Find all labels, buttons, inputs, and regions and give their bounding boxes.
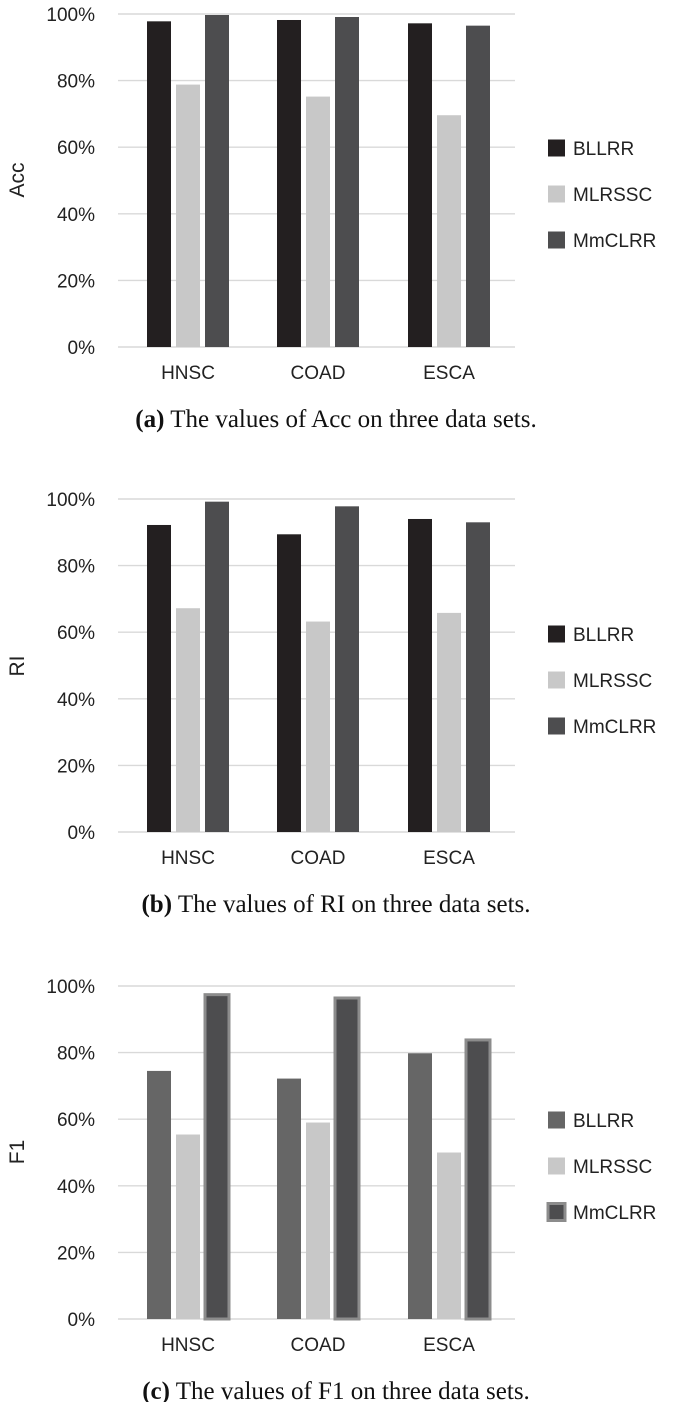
x-tick-label: HNSC [161, 363, 215, 384]
chart-2: 0% 20% 40% 60% 80% 100% RI HNSC COAD ESCA BLLRR MLR… [6, 490, 656, 918]
x-tick-label: HNSC [161, 848, 215, 869]
legend-label: MmCLRR [573, 1203, 656, 1224]
legend-label: MmCLRR [573, 717, 656, 738]
legend-swatch-bllrr [548, 625, 565, 643]
y-axis-label: RI [6, 656, 29, 677]
y-tick-label: 20% [57, 271, 95, 292]
x-tick-label: ESCA [423, 848, 475, 869]
y-tick-label: 100% [46, 977, 95, 998]
chart-caption: (c) The values of F1 on three data sets. [142, 1378, 530, 1402]
x-tick-label: COAD [291, 363, 346, 384]
bar-bllrr-hnsc [147, 21, 171, 348]
y-tick-label: 80% [57, 557, 95, 578]
bar-mlrssc-coad [306, 621, 330, 832]
legend-label: MmCLRR [573, 231, 656, 252]
y-tick-label: 40% [57, 690, 95, 711]
legend-swatch-mmclrr [548, 717, 565, 735]
legend-swatch-bllrr [548, 1111, 565, 1129]
x-tick-label: ESCA [423, 1335, 475, 1356]
bar-bllrr-coad [277, 1078, 301, 1319]
bar-mlrssc-coad [306, 1122, 330, 1319]
legend-swatch-mmclrr [548, 231, 565, 249]
chart-caption: (b) The values of RI on three data sets. [141, 891, 530, 918]
chart-3: 0% 20% 40% 60% 80% 100% F1 HNSC COAD ESCA BLLRR MLR… [6, 977, 656, 1402]
bar-mlrssc-esca [437, 1152, 461, 1319]
bar-mmclrr-esca [464, 1038, 492, 1321]
legend-swatch-mlrssc [548, 671, 565, 689]
y-tick-label: 0% [68, 823, 96, 844]
bar-bllrr-coad [277, 19, 301, 348]
bar-mlrssc-esca [437, 612, 461, 832]
x-tick-label: HNSC [161, 1335, 215, 1356]
legend-label: BLLRR [573, 139, 634, 160]
y-tick-label: 80% [57, 72, 95, 93]
bar-bllrr-esca [408, 1053, 432, 1319]
bar-mlrssc-coad [306, 96, 330, 347]
y-tick-label: 0% [68, 1310, 96, 1331]
bar-mlrssc-esca [437, 115, 461, 348]
bar-bllrr-esca [408, 518, 432, 832]
bar-bllrr-hnsc [147, 524, 171, 832]
bar-mmclrr-coad [335, 506, 359, 832]
chart-1: 0% 20% 40% 60% 80% 100% Acc HNSC COAD ESCA BLLRR ML… [6, 5, 656, 433]
legend-swatch-mmclrr [546, 1202, 567, 1222]
y-tick-label: 100% [46, 490, 95, 511]
bar-mmclrr-esca [466, 522, 490, 832]
legend-swatch-mlrssc [548, 185, 565, 203]
legend-swatch-mlrssc [548, 1157, 565, 1175]
legend-label: MLRSSC [573, 1157, 652, 1178]
chart-caption: (a) The values of Acc on three data sets… [135, 406, 536, 433]
y-tick-label: 60% [57, 623, 95, 644]
bar-mlrssc-hnsc [176, 84, 200, 347]
y-tick-label: 100% [46, 5, 95, 26]
x-tick-label: COAD [291, 1335, 346, 1356]
bar-mmclrr-hnsc [203, 993, 231, 1321]
y-tick-label: 20% [57, 756, 95, 777]
bar-mmclrr-hnsc [205, 14, 229, 348]
bar-mmclrr-esca [466, 25, 490, 348]
legend-label: MLRSSC [573, 185, 652, 206]
y-axis-label: Acc [6, 162, 29, 197]
bar-mmclrr-coad [333, 996, 361, 1321]
y-tick-label: 20% [57, 1243, 95, 1264]
legend-label: BLLRR [573, 625, 634, 646]
bar-bllrr-coad [277, 534, 301, 832]
y-tick-label: 40% [57, 205, 95, 226]
y-tick-label: 60% [57, 138, 95, 159]
y-axis-label: F1 [6, 1140, 29, 1165]
bar-bllrr-esca [408, 23, 432, 347]
bar-mmclrr-hnsc [205, 501, 229, 832]
x-tick-label: ESCA [423, 363, 475, 384]
bar-mlrssc-hnsc [176, 608, 200, 832]
y-tick-label: 60% [57, 1110, 95, 1131]
legend-swatch-bllrr [548, 139, 565, 157]
y-tick-label: 0% [68, 338, 96, 359]
y-tick-label: 80% [57, 1044, 95, 1065]
legend-label: BLLRR [573, 1111, 634, 1132]
bar-mlrssc-hnsc [176, 1134, 200, 1319]
bar-bllrr-hnsc [147, 1070, 171, 1319]
x-tick-label: COAD [291, 848, 346, 869]
y-tick-label: 40% [57, 1177, 95, 1198]
legend-label: MLRSSC [573, 671, 652, 692]
bar-mmclrr-coad [335, 16, 359, 347]
